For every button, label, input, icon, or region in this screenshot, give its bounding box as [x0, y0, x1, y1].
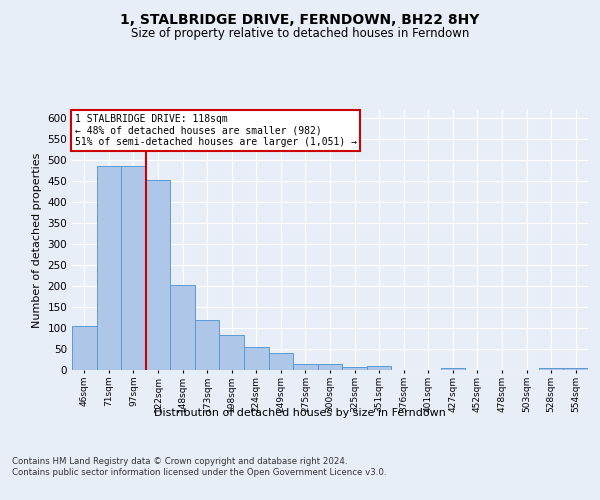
Bar — [342, 366, 367, 370]
Text: Distribution of detached houses by size in Ferndown: Distribution of detached houses by size … — [154, 408, 446, 418]
Bar — [440, 368, 465, 370]
Bar — [170, 286, 195, 370]
Bar — [244, 347, 269, 370]
Bar — [539, 368, 563, 370]
Y-axis label: Number of detached properties: Number of detached properties — [32, 152, 42, 328]
Bar — [293, 364, 318, 370]
Bar — [367, 366, 391, 370]
Bar — [563, 368, 588, 370]
Bar — [195, 320, 220, 370]
Bar — [97, 166, 121, 370]
Bar — [220, 335, 244, 370]
Text: Contains HM Land Registry data © Crown copyright and database right 2024.
Contai: Contains HM Land Registry data © Crown c… — [12, 458, 386, 477]
Text: Size of property relative to detached houses in Ferndown: Size of property relative to detached ho… — [131, 28, 469, 40]
Text: 1, STALBRIDGE DRIVE, FERNDOWN, BH22 8HY: 1, STALBRIDGE DRIVE, FERNDOWN, BH22 8HY — [121, 12, 479, 26]
Bar — [269, 353, 293, 370]
Bar — [146, 180, 170, 370]
Bar — [72, 326, 97, 370]
Bar — [318, 364, 342, 370]
Bar — [121, 166, 146, 370]
Text: 1 STALBRIDGE DRIVE: 118sqm
← 48% of detached houses are smaller (982)
51% of sem: 1 STALBRIDGE DRIVE: 118sqm ← 48% of deta… — [74, 114, 356, 147]
